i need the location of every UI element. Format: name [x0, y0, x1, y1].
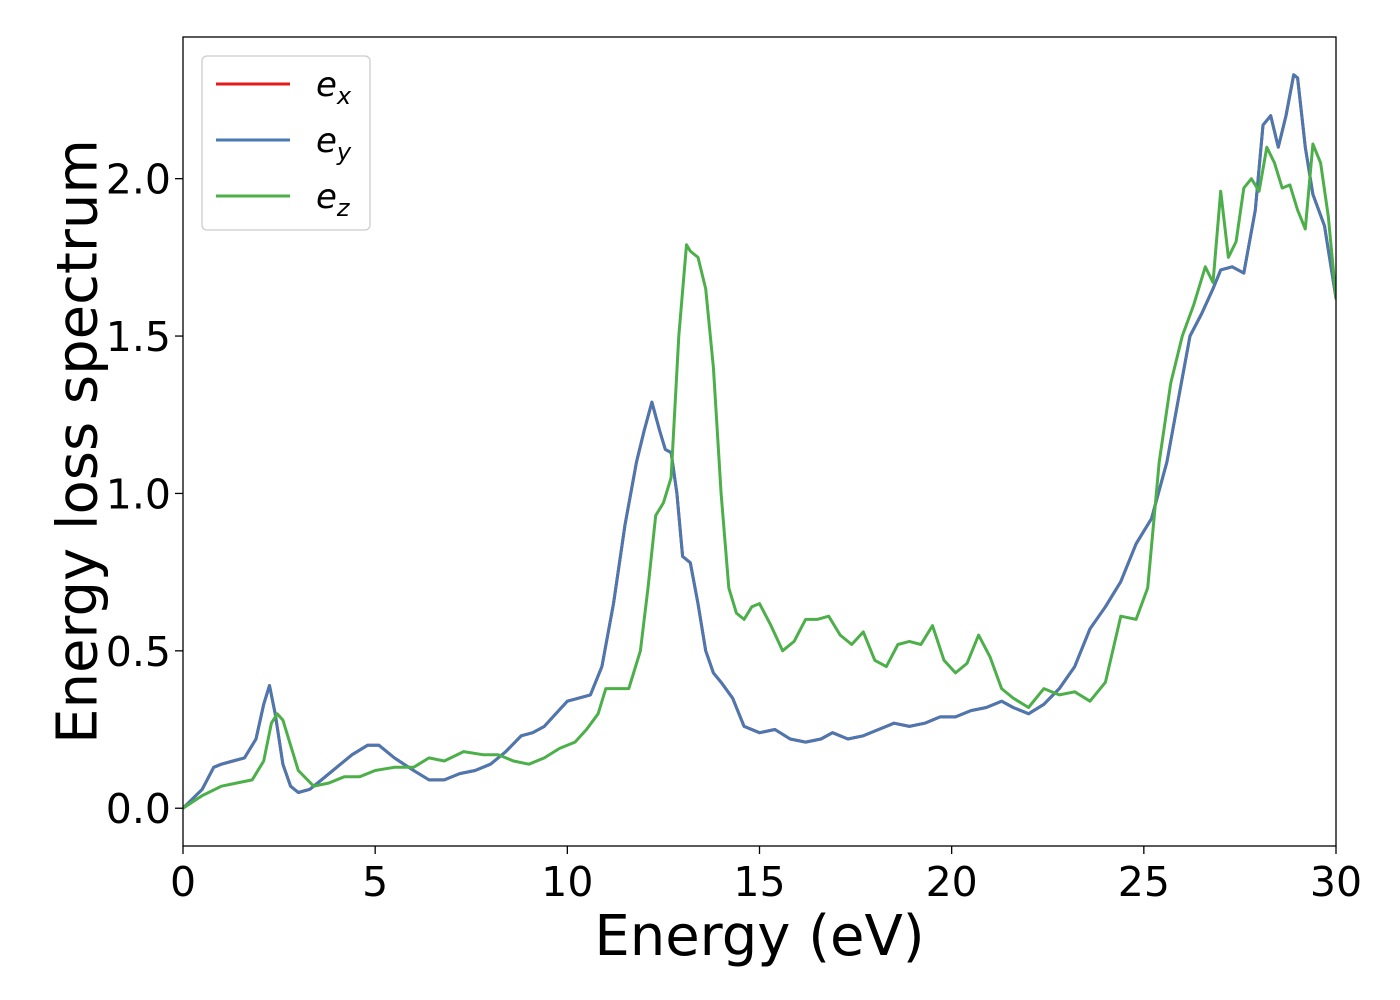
legend-item-e-z: ez — [216, 177, 351, 222]
legend-label: ez — [316, 177, 351, 222]
series-layer — [183, 73, 1336, 810]
x-tick-label: 0 — [170, 858, 196, 906]
y-tick-label: 0.0 — [106, 785, 171, 833]
y-tick-label: 2.0 — [106, 156, 171, 204]
x-tick-label: 5 — [362, 858, 388, 906]
legend-items: ex ey ez — [216, 65, 352, 222]
series-line-e-z — [183, 142, 1336, 810]
legend-box — [201, 55, 371, 231]
legend: ex ey ez — [201, 55, 371, 231]
x-tick-label: 10 — [541, 858, 593, 906]
legend-label: ex — [316, 65, 352, 110]
x-tick-label: 15 — [733, 858, 785, 906]
x-tick-label: 25 — [1118, 858, 1170, 906]
y-tick-label: 0.5 — [106, 628, 171, 676]
x-axis-ticks: 0 5 10 15 20 25 30 — [170, 846, 1362, 906]
x-tick-label: 20 — [926, 858, 978, 906]
y-axis-ticks: 0.0 0.5 1.0 1.5 2.0 — [106, 156, 183, 833]
y-tick-label: 1.0 — [106, 470, 171, 518]
y-tick-label: 1.5 — [106, 313, 171, 361]
series-line-e-y — [183, 73, 1336, 810]
y-axis-title: Energy loss spectrum — [46, 139, 111, 744]
legend-item-e-y: ey — [216, 121, 352, 166]
x-tick-label: 30 — [1310, 858, 1362, 906]
x-axis-title: Energy (eV) — [594, 904, 924, 969]
legend-item-e-x: ex — [216, 65, 352, 110]
legend-label: ey — [316, 121, 352, 166]
